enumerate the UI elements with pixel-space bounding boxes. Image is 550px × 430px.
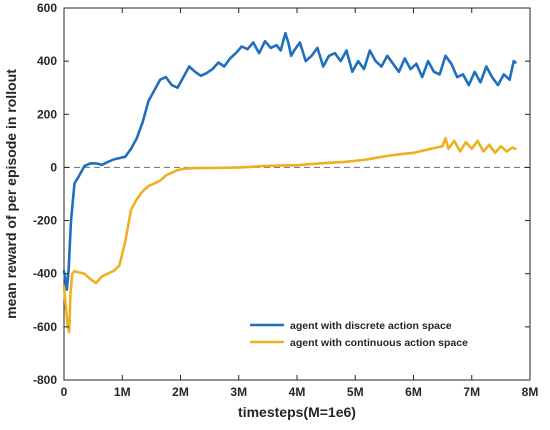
- series-line-discrete: [62, 31, 517, 292]
- x-axis-title: timesteps(M=1e6): [238, 404, 356, 420]
- legend-box: [246, 312, 522, 352]
- x-tick-label: 1M: [114, 385, 131, 399]
- x-tick-label: 4M: [289, 385, 306, 399]
- x-tick-label: 7M: [463, 385, 480, 399]
- y-tick-label: -600: [33, 320, 57, 334]
- series-line-continuous: [62, 136, 517, 334]
- y-tick-label: 600: [37, 1, 57, 15]
- y-tick-label: 400: [37, 54, 57, 68]
- y-tick-label: 0: [50, 160, 57, 174]
- y-tick-label: -800: [33, 373, 57, 387]
- y-axis-title: mean reward of per episode in rollout: [3, 69, 19, 319]
- x-tick-label: 6M: [405, 385, 422, 399]
- x-tick-label: 0: [61, 385, 68, 399]
- legend: agent with discrete action space agent w…: [246, 312, 522, 352]
- legend-label-continuous: agent with continuous action space: [290, 337, 468, 349]
- legend-label-discrete: agent with discrete action space: [290, 320, 452, 332]
- x-tick-label: 2M: [172, 385, 189, 399]
- y-tick-label: -200: [33, 214, 57, 228]
- x-tick-label: 8M: [522, 385, 539, 399]
- x-tick-label: 3M: [230, 385, 247, 399]
- y-tick-label: -400: [33, 267, 57, 281]
- tick-label-layer: 0 1M 2M 3M 4M 5M 6M 7M 8M -800 -600 -400 -200 0 200 400…: [33, 1, 538, 399]
- y-tick-label: 200: [37, 107, 57, 121]
- x-tick-label: 5M: [347, 385, 364, 399]
- series-layer: [62, 31, 517, 334]
- tick-layer: [63, 7, 531, 381]
